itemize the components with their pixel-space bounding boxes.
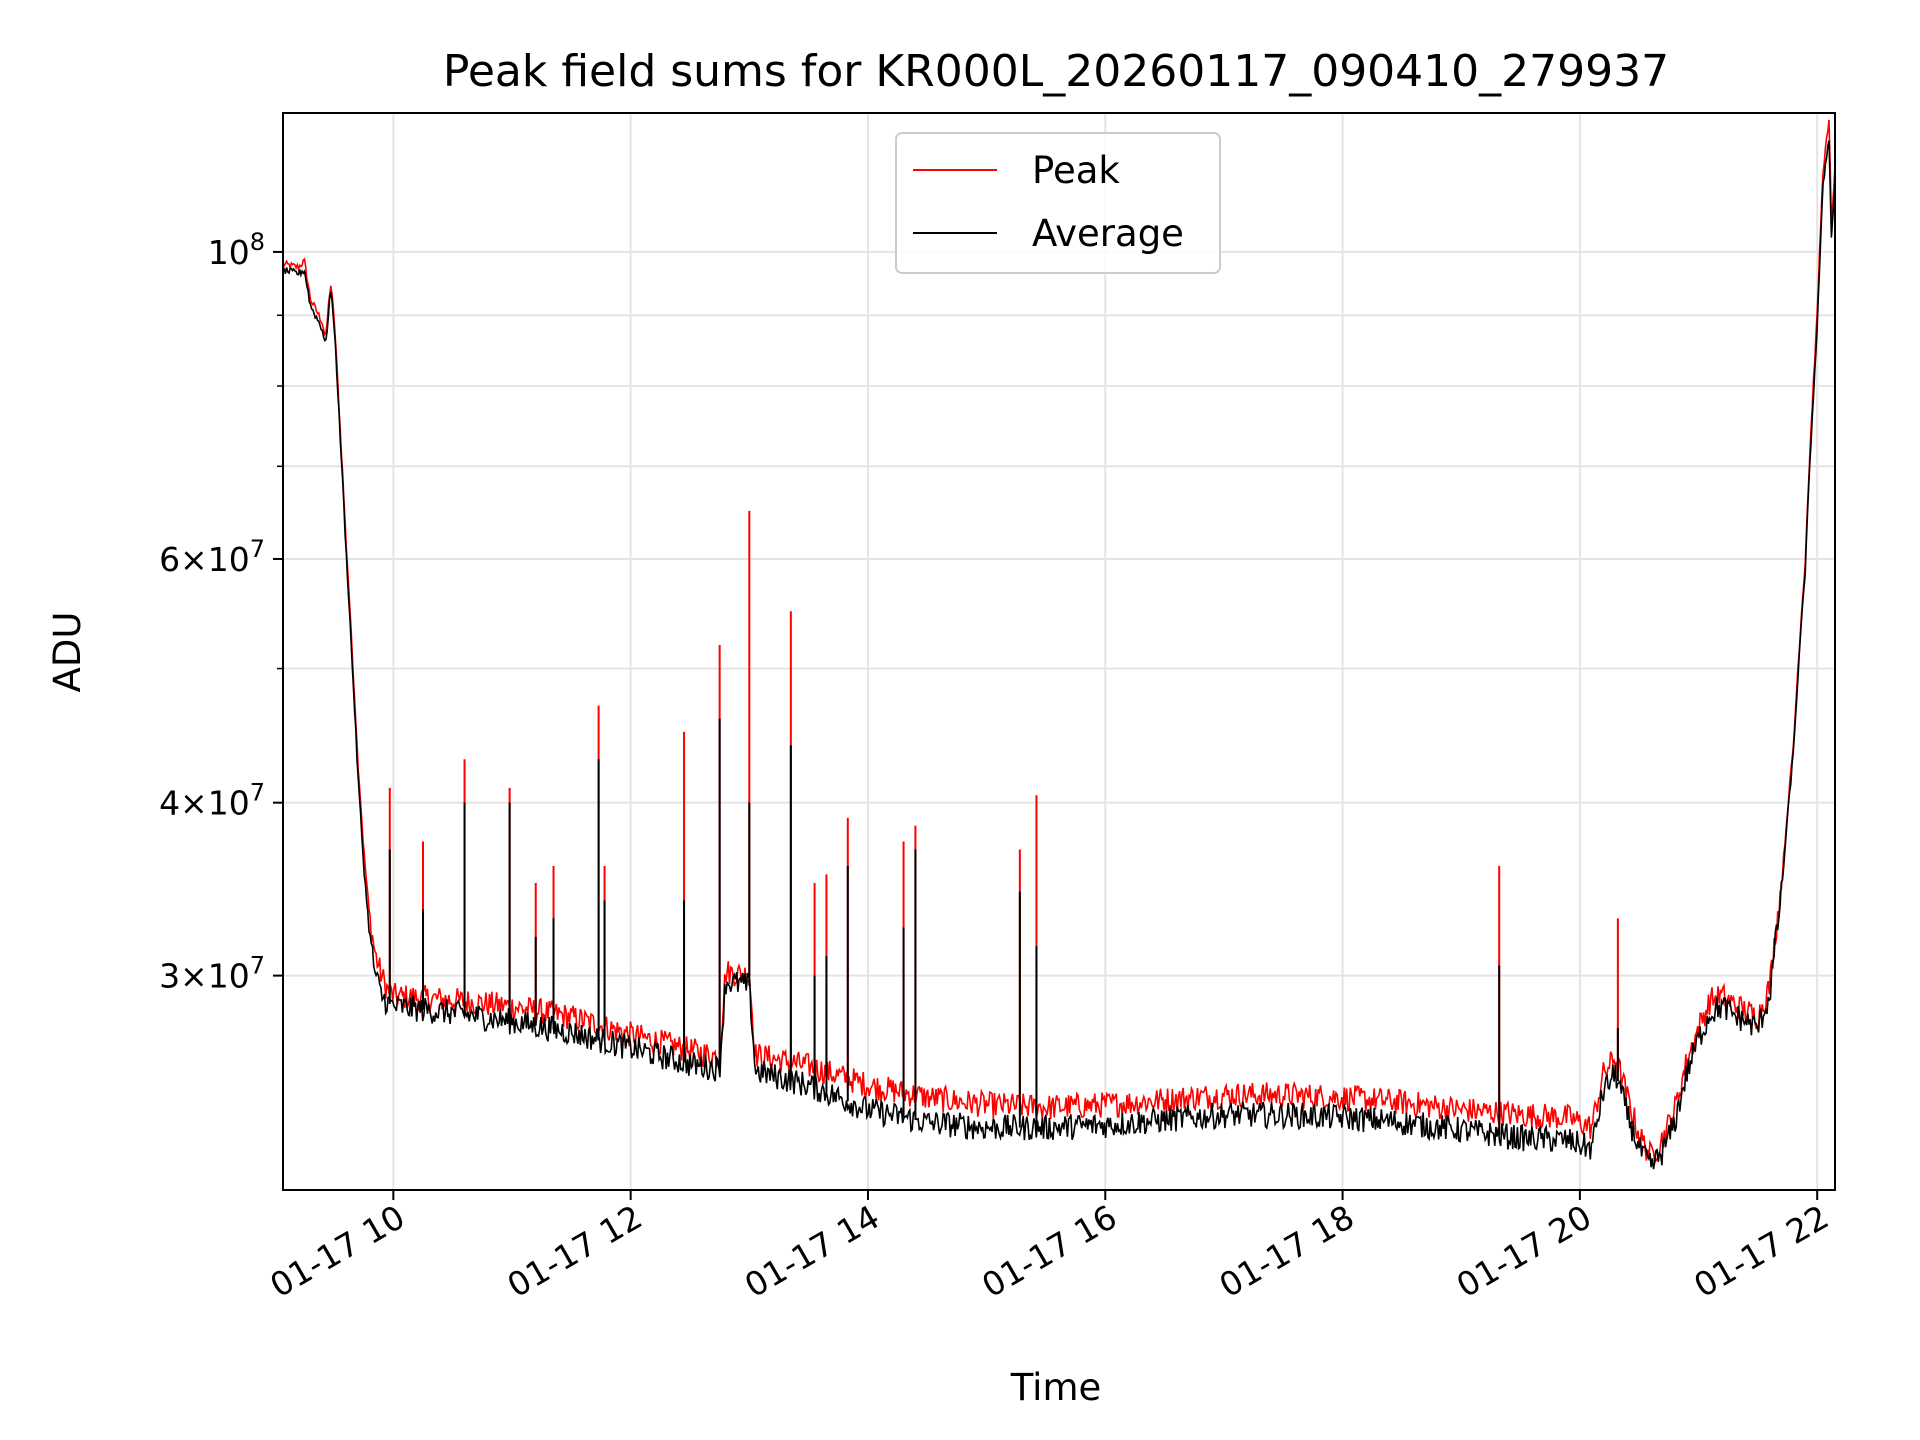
chart-title: Peak field sums for KR000L_20260117_0904… [443,46,1669,97]
y-tick-label: 3×107 [159,952,265,996]
legend-box [895,132,1221,274]
y-tick-label: 4×107 [159,779,265,823]
series-line-peak [282,119,1836,1164]
series-average [282,140,1836,1170]
y-axis-label: ADU [46,612,89,693]
plot-frame [282,112,1836,1191]
x-axis-label: Time [1010,1366,1102,1409]
y-tick-label: 108 [208,228,265,272]
y-tick-label: 6×107 [159,535,265,579]
legend-peak-label: Peak [1032,149,1120,192]
series-layer [282,119,1836,1170]
legend-average-label: Average [1032,212,1184,255]
legend: Peak Average [895,132,1221,274]
series-line-average [282,140,1836,1170]
grid-lines [283,113,1835,1190]
y-axis: 108 6×107 4×107 3×107 [159,228,283,996]
